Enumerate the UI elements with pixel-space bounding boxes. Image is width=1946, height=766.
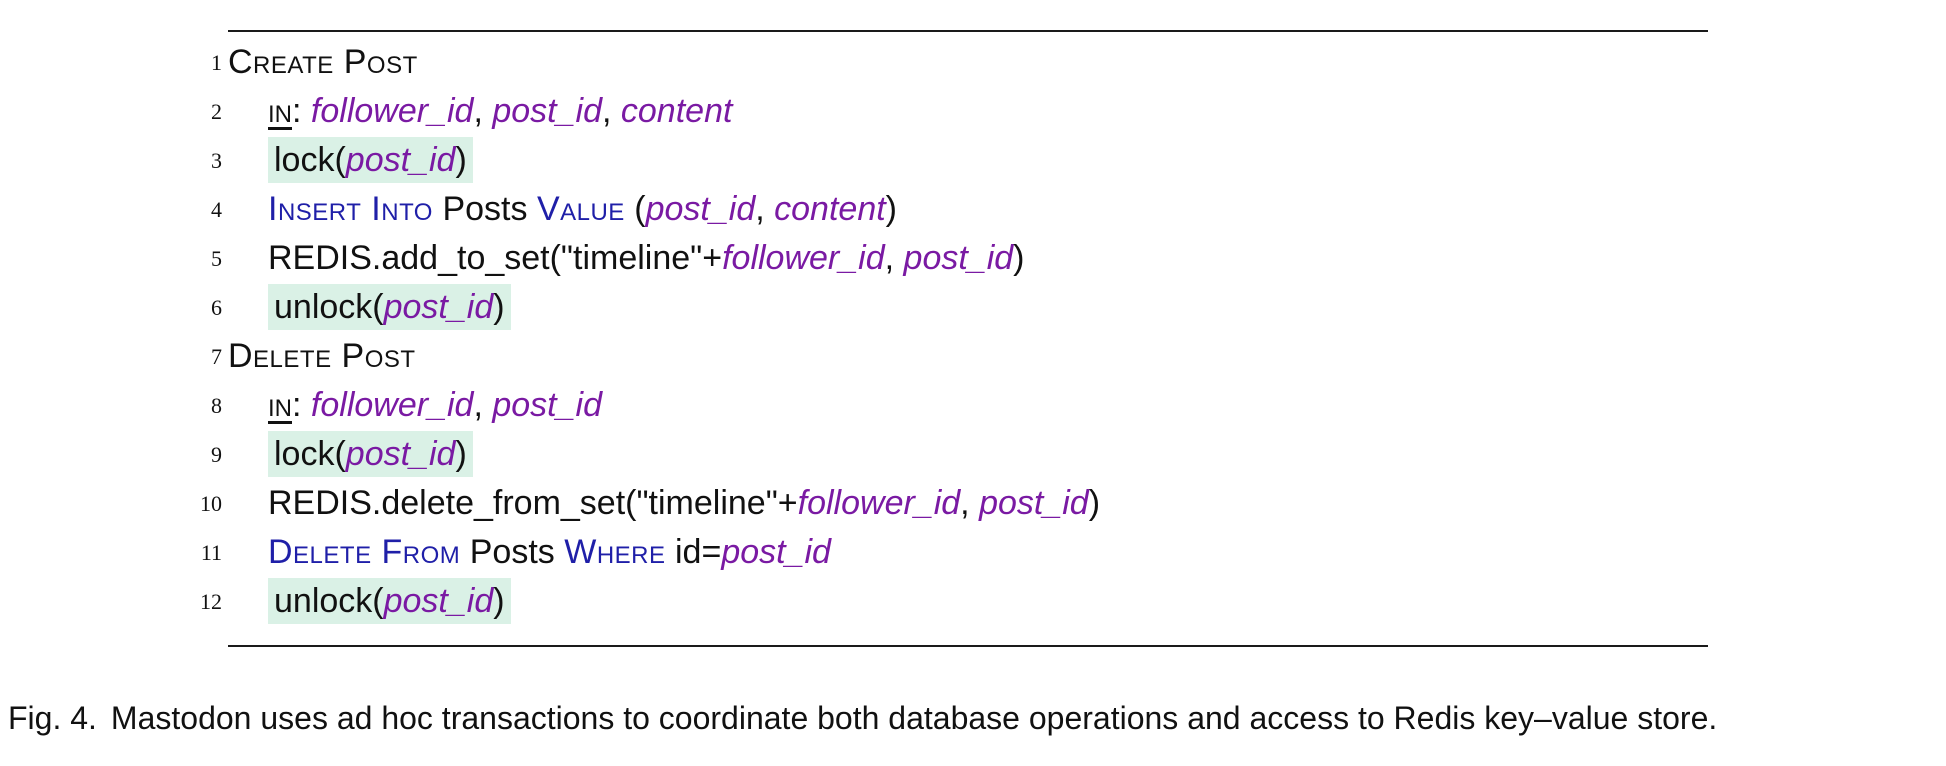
figure-caption: Fig. 4. Mastodon uses ad hoc transactions… — [8, 700, 1717, 737]
line-number: 3 — [211, 148, 222, 173]
sql-keyword: Value — [536, 190, 625, 228]
top-rule — [228, 30, 1708, 32]
code-line: 6 unlock(post_id) — [0, 283, 1946, 332]
code-line: 2 in: follower_id, post_id, content — [0, 87, 1946, 136]
code-line: 3 lock(post_id) — [0, 136, 1946, 185]
function-name: lock — [274, 435, 335, 473]
variable: post_id — [383, 582, 494, 620]
variable: follower_id — [310, 386, 474, 424]
redis-call: REDIS.add_to_set("timeline"+ — [268, 239, 723, 277]
variable: post_id — [383, 288, 494, 326]
redis-statement: REDIS.add_to_set("timeline"+follower_id,… — [268, 239, 1025, 277]
sql-keyword: Where — [564, 533, 666, 571]
line-number: 4 — [211, 197, 222, 222]
line-number: 10 — [200, 491, 222, 516]
sql-insert-statement: Insert Into Posts Value (post_id, conten… — [268, 190, 897, 228]
function-name: lock — [274, 141, 335, 179]
condition-lhs: id= — [674, 533, 722, 571]
code-line: 11 Delete From Posts Where id=post_id — [0, 528, 1946, 577]
variable: post_id — [345, 141, 456, 179]
variable: post_id — [492, 386, 602, 424]
code-line: 4 Insert Into Posts Value (post_id, cont… — [0, 185, 1946, 234]
variable: post_id — [492, 92, 602, 130]
function-name: unlock — [274, 288, 373, 326]
table-name: Posts — [469, 533, 555, 571]
algorithm-listing: 1 Create Post 2 in: follower_id, post_id… — [0, 38, 1946, 626]
variable: follower_id — [310, 92, 474, 130]
code-line: 12 unlock(post_id) — [0, 577, 1946, 626]
code-line: 1 Create Post — [0, 38, 1946, 87]
procedure-name: Create Post — [228, 43, 418, 81]
inputs-line: in: follower_id, post_id, content — [268, 92, 733, 130]
sql-delete-statement: Delete From Posts Where id=post_id — [268, 528, 831, 577]
variable: post_id — [721, 533, 831, 571]
line-number: 12 — [200, 589, 222, 614]
unlock-statement: unlock(post_id) — [268, 284, 511, 330]
table-name: Posts — [442, 190, 528, 228]
variable: follower_id — [797, 484, 961, 522]
line-number: 8 — [211, 393, 222, 418]
variable: content — [620, 92, 733, 130]
caption-text: Mastodon uses ad hoc transactions to coo… — [110, 700, 1718, 736]
variable: post_id — [979, 484, 1089, 522]
variable: post_id — [903, 239, 1014, 277]
line-number: 7 — [211, 344, 222, 369]
inputs-line: in: follower_id, post_id — [268, 386, 602, 424]
code-line: 10 REDIS.delete_from_set("timeline"+foll… — [0, 479, 1946, 528]
function-name: unlock — [274, 582, 373, 620]
lock-statement: lock(post_id) — [268, 137, 473, 183]
sql-keyword: Delete From — [268, 533, 461, 571]
code-line: 7 Delete Post — [0, 332, 1946, 381]
unlock-statement: unlock(post_id) — [268, 578, 511, 624]
code-line: 5 REDIS.add_to_set("timeline"+follower_i… — [0, 234, 1946, 283]
sql-keyword: Insert Into — [268, 190, 433, 228]
variable: post_id — [645, 190, 756, 228]
in-keyword: in — [268, 386, 292, 424]
line-number: 6 — [211, 295, 222, 320]
line-number: 5 — [211, 246, 222, 271]
line-number: 9 — [211, 442, 222, 467]
lock-statement: lock(post_id) — [268, 431, 473, 477]
variable: post_id — [345, 435, 456, 473]
code-line: 9 lock(post_id) — [0, 430, 1946, 479]
bottom-rule — [228, 645, 1708, 647]
redis-call: REDIS.delete_from_set("timeline"+ — [268, 484, 798, 522]
line-number: 2 — [211, 99, 222, 124]
procedure-name: Delete Post — [228, 337, 416, 375]
code-line: 8 in: follower_id, post_id — [0, 381, 1946, 430]
line-number: 11 — [200, 540, 222, 565]
variable: follower_id — [722, 239, 885, 277]
redis-statement: REDIS.delete_from_set("timeline"+followe… — [268, 484, 1101, 522]
caption-label: Fig. 4. — [8, 700, 97, 736]
variable: content — [774, 190, 886, 228]
in-keyword: in — [268, 92, 292, 130]
line-number: 1 — [211, 50, 222, 75]
